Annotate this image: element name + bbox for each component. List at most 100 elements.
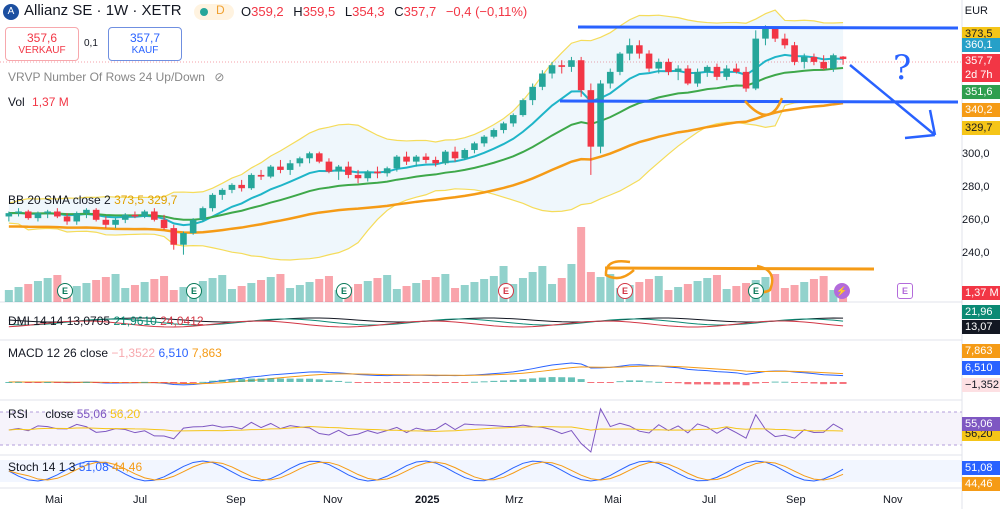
bb-legend[interactable]: BB 20 SMA close 2 373,5 329,7: [8, 193, 177, 207]
candle-body: [587, 90, 595, 147]
rsi-legend[interactable]: RSI close 55,06 56,20: [8, 407, 140, 421]
currency-label: EUR: [964, 5, 988, 17]
earnings-marker[interactable]: E: [336, 283, 352, 299]
pane-axis-label: 44,46: [962, 477, 1000, 491]
volume-bar: [732, 286, 741, 302]
candle-body: [170, 228, 178, 245]
buy-button[interactable]: 357,7 KAUF: [108, 27, 182, 61]
candle-body: [781, 38, 789, 46]
candle-body: [597, 83, 604, 147]
macd-histogram-bar: [597, 382, 605, 383]
macd-histogram-bar: [228, 379, 236, 382]
volume-bar: [286, 288, 295, 302]
stoch-legend[interactable]: Stoch 14 1 3 51,08 44,46: [8, 460, 142, 474]
time-label: Mai: [604, 494, 622, 506]
candle-body: [257, 174, 265, 177]
candle-body: [839, 56, 847, 60]
candle-body: [500, 123, 507, 131]
candle-body: [267, 166, 275, 177]
candle-body: [209, 194, 216, 209]
volume-bar: [819, 276, 828, 302]
earnings-upcoming-marker[interactable]: E: [897, 283, 913, 299]
macd-histogram-bar: [24, 382, 32, 383]
macd-histogram-bar: [238, 379, 246, 382]
macd-signal-value: 7,863: [191, 346, 222, 360]
ohlc-high-value: 359,5: [302, 4, 336, 19]
volume-bar: [635, 282, 644, 302]
candle-body: [24, 211, 32, 219]
dmi-legend[interactable]: DMI 14 14 13,0705 21,9610 24,0412: [8, 314, 204, 328]
candle-body: [529, 86, 536, 101]
dmi-adx-value: 13,0705: [66, 314, 111, 328]
candle-body: [742, 71, 750, 89]
volume-bar: [198, 281, 207, 302]
sell-price: 357,6: [26, 31, 58, 45]
dmi-minus-line: [8, 320, 844, 328]
time-label-year: 2025: [415, 494, 440, 506]
macd-histogram-bar: [170, 382, 178, 384]
macd-histogram-bar: [218, 379, 226, 382]
candle-body: [568, 60, 575, 67]
volume-bar: [14, 287, 23, 302]
candle-body: [412, 156, 420, 162]
macd-histogram-bar: [820, 382, 828, 385]
price-tick: 260,0: [962, 214, 990, 226]
candle-body: [374, 171, 381, 174]
time-label: Jul: [702, 494, 717, 506]
eye-hidden-icon[interactable]: ⊘: [214, 70, 225, 84]
ema-slow-line: [8, 101, 844, 234]
time-label: Jul: [133, 494, 148, 506]
volume-bar: [383, 275, 392, 302]
macd-histogram-bar: [703, 382, 711, 385]
bolt-event-icon[interactable]: ⚡: [834, 283, 850, 299]
volume-legend[interactable]: Vol 1,37 M: [8, 95, 69, 109]
vrvp-legend[interactable]: VRVP Number Of Rows 24 Up/Down ⊘: [8, 70, 224, 84]
symbol-title[interactable]: Allianz SE · 1W · XETR: [24, 2, 182, 19]
candle-body: [83, 209, 90, 214]
volume-bar: [82, 283, 91, 302]
ohlc-readout: O359,2 H359,5 L354,3 C357,7 −0,4 (−0,11%…: [241, 4, 533, 19]
earnings-marker[interactable]: E: [748, 283, 764, 299]
macd-histogram-bar: [771, 381, 779, 383]
volume-bar: [548, 284, 557, 302]
macd-histogram-bar: [5, 382, 13, 383]
earnings-marker[interactable]: E: [186, 283, 202, 299]
macd-histogram-bar: [839, 382, 847, 384]
macd-histogram-bar: [432, 382, 440, 383]
rsi-band: [0, 412, 962, 445]
volume-bar: [606, 274, 615, 302]
candle-body: [442, 151, 449, 164]
candle-body: [791, 45, 798, 62]
macd-histogram-bar: [403, 382, 411, 383]
candle-body: [151, 211, 158, 220]
candle-body: [296, 158, 304, 164]
volume-bar: [295, 285, 304, 302]
volume-bar: [441, 274, 450, 302]
earnings-marker-red[interactable]: E: [498, 283, 514, 299]
macd-legend[interactable]: MACD 12 26 close −1,3522 6,510 7,863: [8, 346, 222, 360]
spread-value: 0,1: [84, 38, 98, 49]
price-axis-label: 340,2: [962, 103, 1000, 117]
rsi-value: 55,06: [76, 407, 107, 421]
sell-button[interactable]: 357,6 VERKAUF: [5, 27, 79, 61]
rsi-ma-line: [8, 426, 844, 432]
annotation-question-mark: ?: [893, 48, 912, 88]
macd-histogram-bar: [422, 382, 430, 383]
buy-label: KAUF: [131, 45, 159, 56]
rsi-label: RSI: [8, 407, 29, 421]
earnings-marker-red[interactable]: E: [617, 283, 633, 299]
macd-histogram-bar: [791, 382, 799, 383]
bb-upper-value: 373,5: [114, 193, 145, 207]
ohlc-high-label: H: [293, 4, 303, 19]
volume-bar: [373, 278, 382, 302]
earnings-marker[interactable]: E: [57, 283, 73, 299]
volume-bar: [586, 272, 595, 302]
volume-bar: [557, 278, 566, 302]
macd-histogram-bar: [73, 382, 81, 383]
macd-line: [8, 362, 844, 386]
ohlc-low-label: L: [344, 4, 353, 19]
ohlc-open-label: O: [241, 4, 252, 19]
candle-body: [645, 53, 653, 69]
macd-histogram-bar: [112, 382, 120, 383]
